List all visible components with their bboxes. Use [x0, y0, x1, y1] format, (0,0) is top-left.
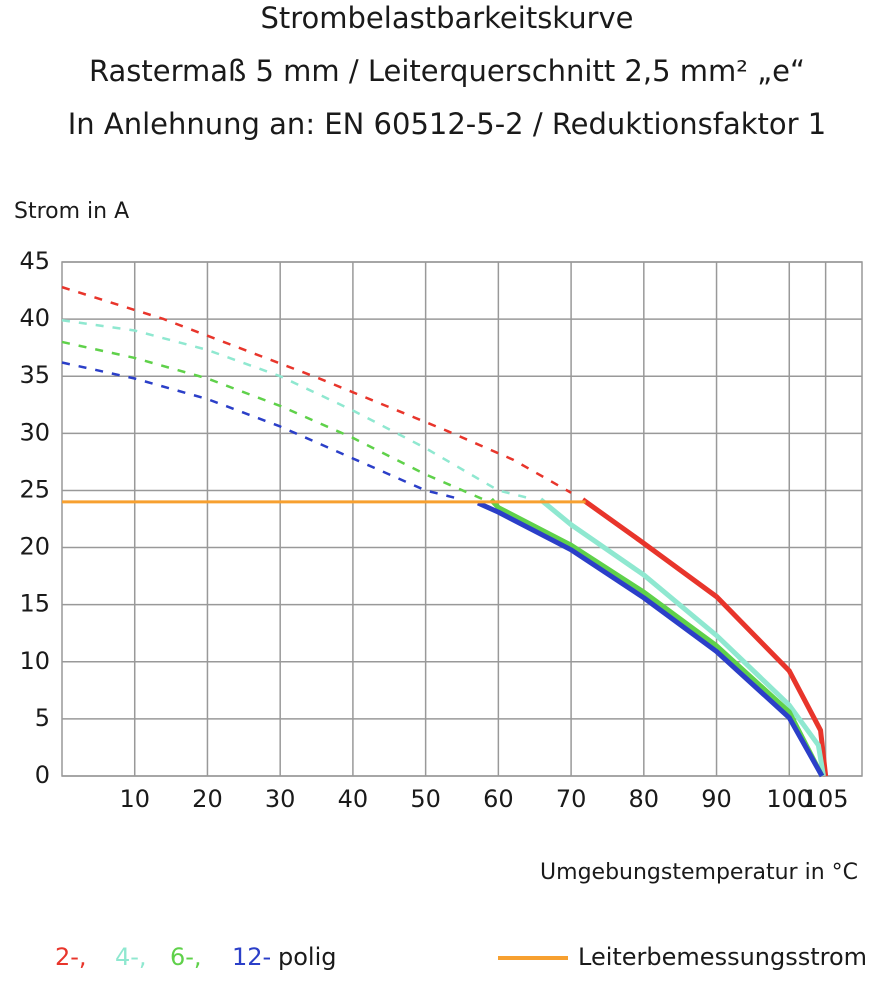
legend-label: polig — [278, 943, 337, 971]
y-tick-label: 45 — [19, 247, 50, 275]
x-tick-label: 20 — [192, 785, 223, 813]
series-line — [61, 340, 485, 501]
series-line — [61, 285, 572, 494]
series-line — [61, 361, 463, 501]
series-line — [538, 497, 826, 777]
x-tick-label: 100 — [766, 785, 812, 813]
series-line — [476, 500, 825, 778]
legend-label: 12- — [232, 943, 271, 971]
y-tick-label: 5 — [35, 704, 50, 732]
x-tick-label: 90 — [701, 785, 732, 813]
legend-label: 6-, — [170, 943, 202, 971]
chart-subtitle: In Anlehnung an: EN 60512-5-2 / Reduktio… — [68, 107, 827, 141]
y-tick-label: 20 — [19, 533, 50, 561]
y-axis-label: Strom in A — [14, 199, 129, 224]
x-tick-label: 40 — [338, 785, 369, 813]
y-tick-label: 15 — [19, 590, 50, 618]
series-line — [489, 497, 825, 778]
y-tick-label: 0 — [35, 761, 50, 789]
x-axis-label: Umgebungstemperatur in °C — [540, 860, 858, 885]
y-tick-label: 30 — [19, 418, 50, 446]
x-tick-label: 70 — [556, 785, 587, 813]
x-tick-label: 60 — [483, 785, 514, 813]
chart-subtitle: Rastermaß 5 mm / Leiterquerschnitt 2,5 m… — [89, 54, 805, 88]
x-tick-label: 80 — [629, 785, 660, 813]
y-tick-label: 35 — [19, 361, 50, 389]
y-tick-label: 10 — [19, 647, 50, 675]
x-tick-label: 105 — [803, 785, 849, 813]
x-tick-label: 10 — [119, 785, 150, 813]
legend-label: Leiterbemessungsstrom — [578, 943, 867, 971]
legend-label: 2-, — [55, 943, 87, 971]
x-tick-label: 50 — [410, 785, 441, 813]
series-line — [581, 497, 829, 777]
chart-title: Strombelastbarkeitskurve — [260, 1, 633, 35]
series-line — [61, 319, 536, 501]
legend-label: 4-, — [115, 943, 147, 971]
plot-frame — [61, 261, 863, 777]
y-tick-label: 25 — [19, 475, 50, 503]
y-tick-label: 40 — [19, 304, 50, 332]
x-tick-label: 30 — [265, 785, 296, 813]
